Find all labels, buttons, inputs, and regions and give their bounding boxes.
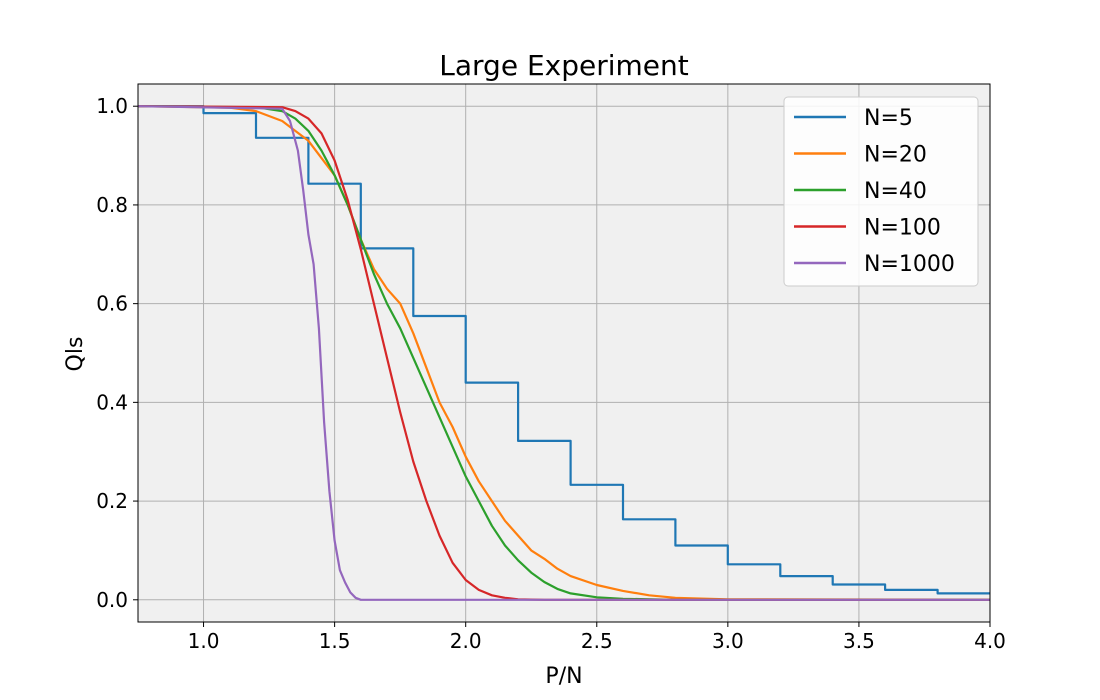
x-axis-label: P/N [545,664,582,689]
series-line-n-5 [138,105,990,595]
y-tick-label: 0.8 [96,193,128,217]
x-tick-label: 1.0 [188,629,220,653]
axes-frame [137,83,991,623]
legend-items: N=5 N=20 N=40 N=100 N=1000 [794,106,955,277]
x-tick-label: 3.5 [843,629,875,653]
y-tick-label: 0.6 [96,292,128,316]
series-line-n-1000 [137,105,990,601]
legend: N=5 N=20 N=40 N=100 N=1000 [783,96,979,287]
y-tick-label: 0.2 [96,489,128,513]
x-tick-label: 4.0 [974,629,1006,653]
legend-label: N=1000 [864,252,955,277]
series-line-n-40 [137,105,990,601]
chart-title: Large Experiment [439,49,688,82]
legend-label: N=40 [864,179,927,204]
axis-ticks: 1.0 1.5 2.0 2.5 3.0 3.5 4.0 0.0 0.2 0.4 0.6 0.8 1.0 [96,94,1006,653]
x-tick-label: 1.5 [319,629,351,653]
x-tick-label: 3.0 [712,629,744,653]
y-tick-label: 0.0 [96,588,128,612]
series-line-n-100 [137,105,990,601]
legend-label: N=20 [864,143,927,168]
legend-label: N=5 [864,106,913,131]
x-tick-label: 2.0 [450,629,482,653]
y-tick-label: 1.0 [96,94,128,118]
legend-label: N=100 [864,216,941,241]
series-line-n-20 [137,105,991,601]
axes-border [137,83,991,623]
legend-box [783,96,979,287]
series-layer [137,105,991,601]
y-tick-label: 0.4 [96,390,128,414]
x-tick-label: 2.5 [581,629,613,653]
y-axis-label: Qls [63,337,88,372]
